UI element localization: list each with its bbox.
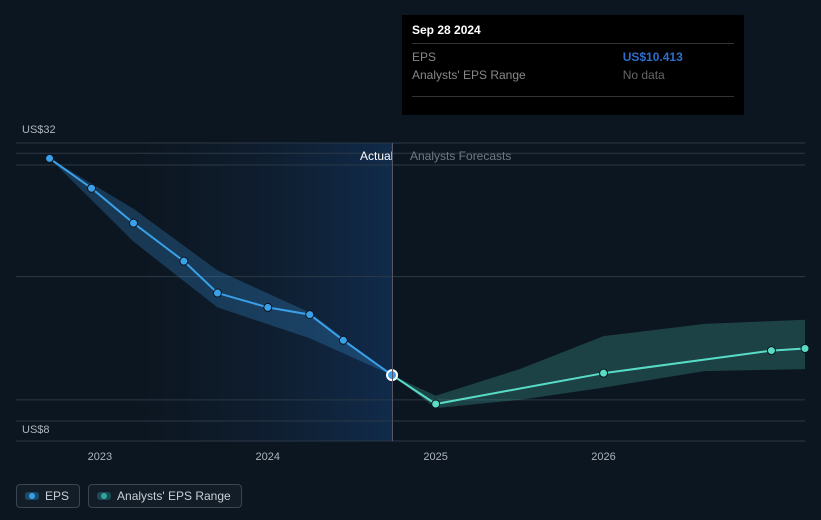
x-axis-label-2: 2025 xyxy=(423,451,447,463)
legend: EPS Analysts' EPS Range xyxy=(16,484,242,508)
tooltip-divider xyxy=(412,96,734,97)
tooltip-row-range: Analysts' EPS Range No data xyxy=(412,66,734,84)
x-axis-label-0: 2023 xyxy=(88,451,112,463)
section-label-forecast: Analysts Forecasts xyxy=(410,149,511,163)
section-label-actual: Actual xyxy=(360,149,393,163)
tooltip-val-range: No data xyxy=(623,66,734,84)
legend-item-range[interactable]: Analysts' EPS Range xyxy=(88,484,242,508)
x-axis-label-1: 2024 xyxy=(256,451,280,463)
chart-tooltip: Sep 28 2024 EPS US$10.413 Analysts' EPS … xyxy=(402,15,744,115)
tooltip-key-eps: EPS xyxy=(412,48,623,66)
tooltip-table: EPS US$10.413 Analysts' EPS Range No dat… xyxy=(412,48,734,84)
x-axis-label-3: 2026 xyxy=(591,451,615,463)
legend-item-eps[interactable]: EPS xyxy=(16,484,80,508)
legend-swatch-eps xyxy=(25,492,39,500)
tooltip-row-eps: EPS US$10.413 xyxy=(412,48,734,66)
legend-label-eps: EPS xyxy=(45,489,69,503)
y-axis-label-bottom: US$8 xyxy=(22,424,50,436)
y-axis-label-top: US$32 xyxy=(22,124,56,136)
tooltip-key-range: Analysts' EPS Range xyxy=(412,66,623,84)
tooltip-date: Sep 28 2024 xyxy=(412,23,734,44)
legend-label-range: Analysts' EPS Range xyxy=(117,489,231,503)
legend-swatch-range xyxy=(97,492,111,500)
hover-vertical-line xyxy=(392,143,393,441)
tooltip-val-eps: US$10.413 xyxy=(623,48,734,66)
chart-container: US$32 US$8 Actual Analysts Forecasts 202… xyxy=(0,0,821,520)
